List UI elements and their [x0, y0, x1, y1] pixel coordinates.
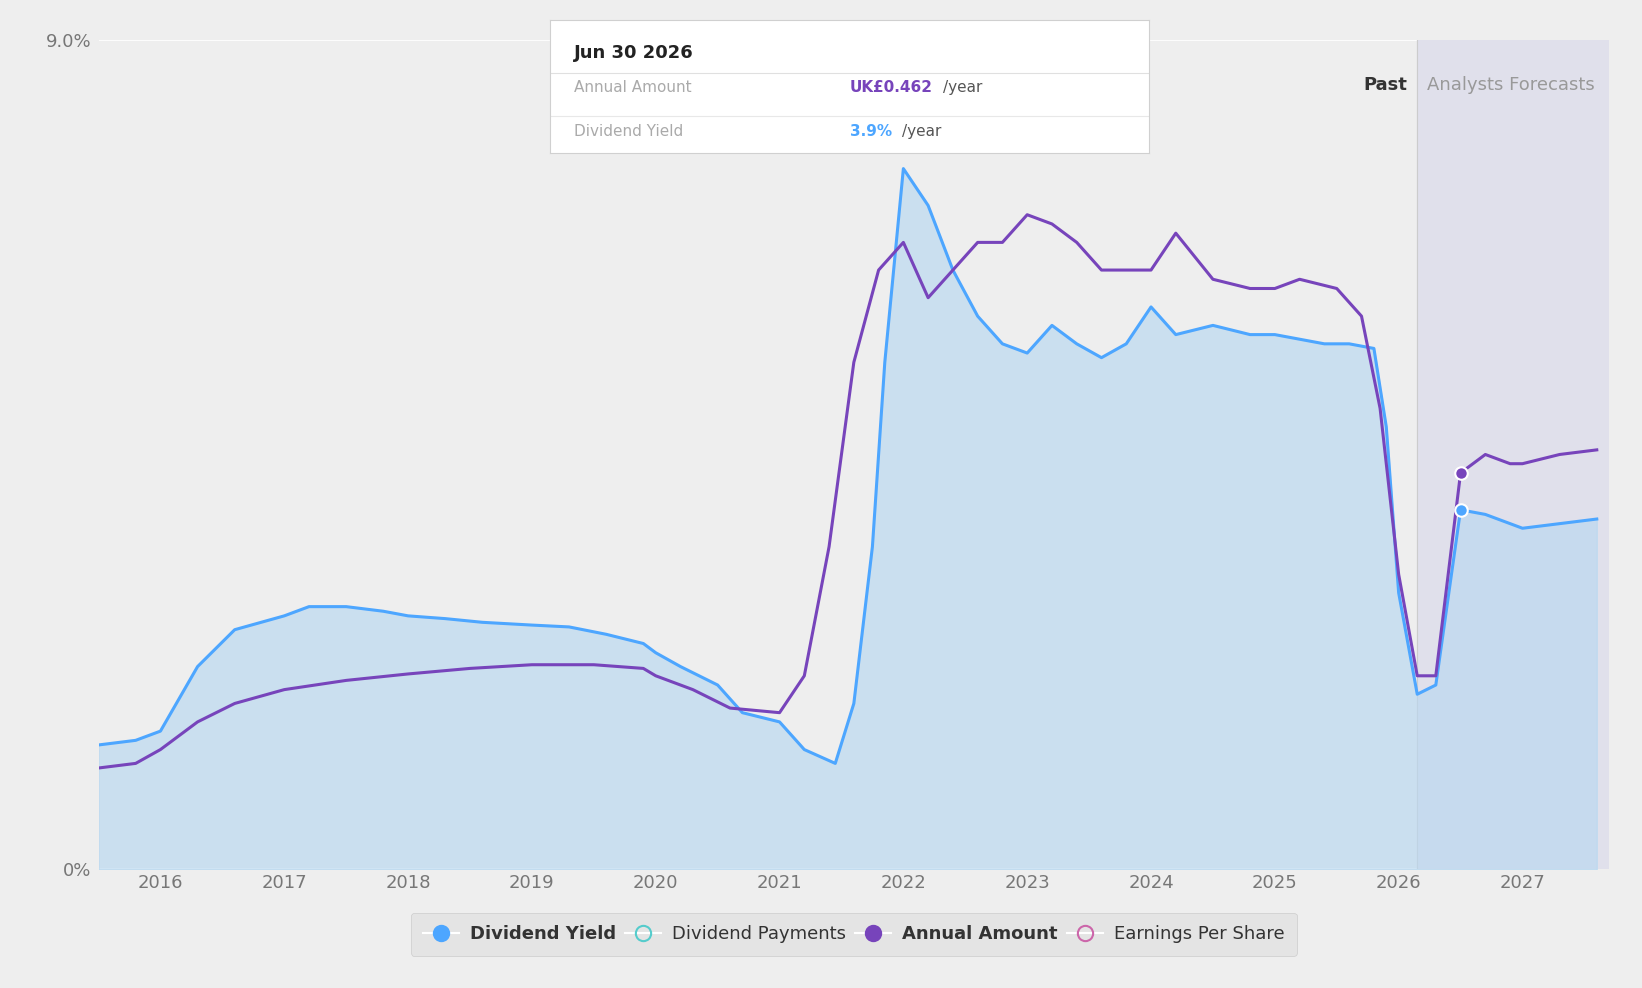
Text: Analysts Forecasts: Analysts Forecasts [1427, 76, 1594, 94]
Bar [1417, 40, 1609, 869]
Text: UK£0.462: UK£0.462 [851, 80, 933, 95]
Text: Annual Amount: Annual Amount [575, 80, 691, 95]
Text: /year: /year [943, 80, 982, 95]
Text: Dividend Yield: Dividend Yield [575, 124, 683, 138]
Text: Jun 30 2026: Jun 30 2026 [575, 43, 695, 62]
Legend: Dividend Yield, Dividend Payments, Annual Amount, Earnings Per Share: Dividend Yield, Dividend Payments, Annua… [410, 913, 1297, 955]
Text: /year: /year [901, 124, 941, 138]
Text: 3.9%: 3.9% [851, 124, 892, 138]
Text: Past: Past [1363, 76, 1407, 94]
